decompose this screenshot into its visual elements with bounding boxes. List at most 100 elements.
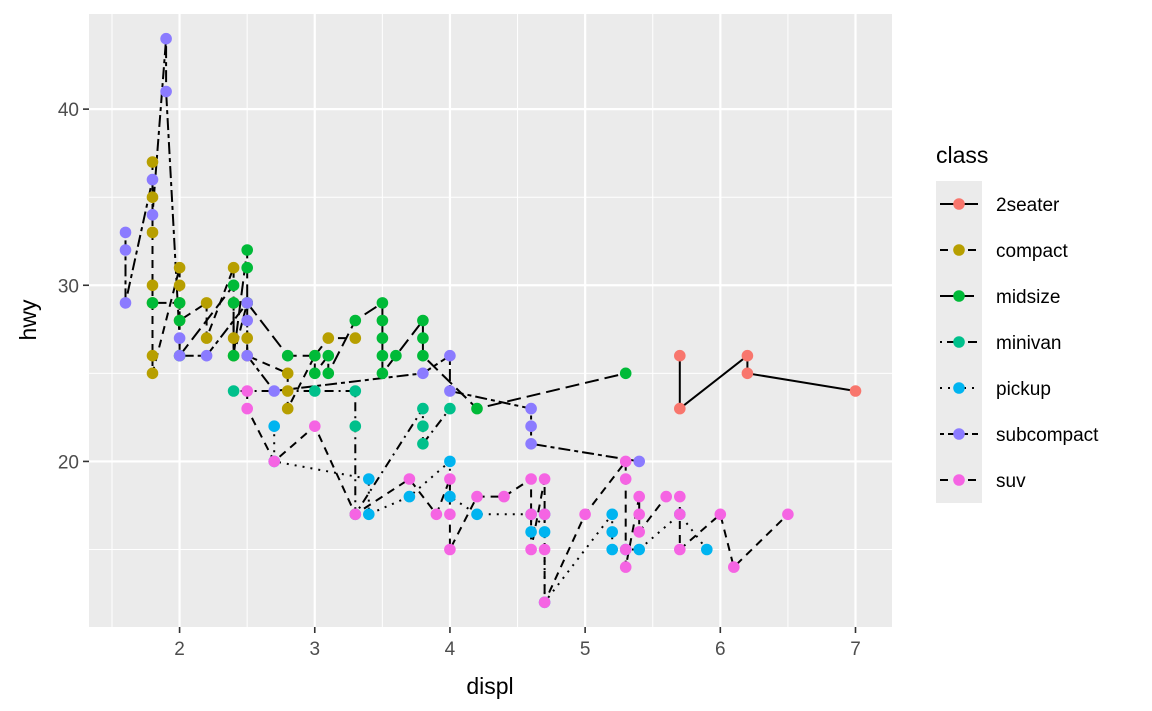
x-tick-label-2: 4 — [445, 639, 456, 660]
point-subcompact-14 — [417, 367, 429, 380]
point-suv-2 — [268, 455, 281, 468]
point-midsize-23 — [417, 332, 429, 344]
point-subcompact-3 — [146, 173, 159, 186]
point-suv-19 — [579, 508, 591, 521]
point-subcompact-2 — [119, 297, 132, 309]
point-2seater-0 — [674, 349, 686, 362]
point-pickup-14 — [606, 526, 618, 538]
point-suv-15 — [538, 473, 551, 485]
point-subcompact-10 — [241, 297, 253, 309]
legend-item-midsize: midsize — [940, 287, 1060, 308]
point-midsize-19 — [376, 349, 389, 362]
point-suv-11 — [498, 490, 510, 503]
point-midsize-0 — [146, 297, 159, 309]
point-subcompact-1 — [119, 244, 132, 256]
point-midsize-16 — [376, 297, 389, 309]
point-suv-10 — [471, 490, 483, 503]
point-midsize-17 — [376, 314, 389, 327]
point-midsize-14 — [322, 367, 335, 380]
point-pickup-11 — [538, 526, 551, 538]
legend-item-suv: suv — [940, 471, 1026, 492]
point-pickup-6 — [444, 490, 456, 503]
legend-label-compact: compact — [996, 241, 1069, 262]
point-pickup-13 — [606, 508, 618, 521]
point-pickup-0 — [268, 420, 281, 433]
point-subcompact-8 — [173, 349, 186, 362]
point-suv-13 — [525, 508, 537, 521]
point-compact-5 — [146, 349, 159, 362]
point-compact-13 — [227, 261, 240, 274]
point-subcompact-16 — [444, 385, 456, 397]
point-midsize-8 — [241, 261, 253, 274]
point-suv-12 — [525, 473, 537, 485]
point-subcompact-20 — [633, 455, 645, 468]
y-tick-label-0: 20 — [58, 452, 79, 473]
point-suv-0 — [241, 385, 253, 397]
point-midsize-22 — [417, 314, 429, 327]
point-subcompact-6 — [160, 85, 172, 98]
legend-label-minivan: minivan — [996, 333, 1061, 354]
point-2seater-2 — [741, 349, 754, 362]
point-suv-31 — [714, 508, 727, 521]
point-suv-25 — [633, 508, 645, 521]
point-pickup-15 — [606, 543, 618, 556]
point-compact-0 — [146, 156, 159, 168]
point-subcompact-12 — [241, 349, 253, 362]
point-compact-2 — [146, 226, 159, 239]
y-tick-label-2: 40 — [58, 100, 79, 121]
point-midsize-2 — [173, 314, 186, 327]
point-compact-12 — [200, 332, 213, 344]
point-minivan-1 — [309, 385, 321, 397]
point-midsize-20 — [376, 367, 389, 380]
point-subcompact-5 — [160, 32, 172, 45]
point-minivan-0 — [227, 385, 240, 397]
point-minivan-6 — [417, 420, 429, 433]
point-compact-7 — [173, 261, 186, 274]
point-minivan-7 — [417, 438, 429, 450]
legend-swatch-suv — [953, 474, 965, 486]
point-midsize-21 — [390, 349, 402, 362]
legend-label-2seater: 2seater — [996, 195, 1060, 216]
point-suv-5 — [403, 473, 416, 485]
point-subcompact-4 — [146, 209, 159, 221]
legend-swatch-pickup — [953, 382, 965, 394]
legend-label-suv: suv — [996, 471, 1026, 492]
point-suv-29 — [674, 508, 686, 521]
point-compact-25 — [349, 332, 362, 344]
point-subcompact-15 — [444, 349, 456, 362]
point-suv-1 — [241, 402, 253, 415]
legend-swatch-midsize — [953, 290, 965, 302]
x-axis: 2 3 4 5 6 7 — [174, 627, 861, 660]
y-tick-label-1: 30 — [58, 276, 79, 297]
x-tick-label-3: 5 — [580, 639, 591, 660]
point-suv-26 — [633, 526, 645, 538]
point-suv-23 — [619, 561, 632, 573]
point-minivan-8 — [444, 402, 456, 415]
plot-panel — [89, 14, 892, 627]
point-compact-1 — [146, 191, 159, 203]
point-minivan-2 — [349, 385, 362, 397]
point-suv-9 — [444, 543, 456, 556]
legend-item-minivan: minivan — [940, 333, 1061, 354]
point-pickup-9 — [525, 526, 537, 538]
point-2seater-3 — [741, 367, 754, 380]
point-pickup-19 — [701, 543, 713, 556]
point-minivan-5 — [417, 402, 429, 415]
point-suv-22 — [619, 543, 632, 556]
point-subcompact-18 — [525, 420, 537, 433]
legend-item-subcompact: subcompact — [940, 425, 1099, 446]
point-suv-28 — [674, 490, 686, 503]
point-suv-8 — [444, 508, 456, 521]
point-midsize-11 — [309, 349, 321, 362]
point-midsize-4 — [227, 279, 240, 292]
point-pickup-5 — [444, 455, 456, 468]
point-compact-6 — [146, 367, 159, 380]
point-suv-14 — [525, 543, 537, 556]
point-suv-24 — [633, 490, 645, 503]
point-midsize-18 — [376, 332, 389, 344]
point-suv-16 — [538, 508, 551, 521]
point-midsize-12 — [309, 367, 321, 380]
legend-swatch-compact — [953, 244, 965, 256]
legend-label-midsize: midsize — [996, 287, 1060, 308]
series-points — [119, 32, 862, 609]
